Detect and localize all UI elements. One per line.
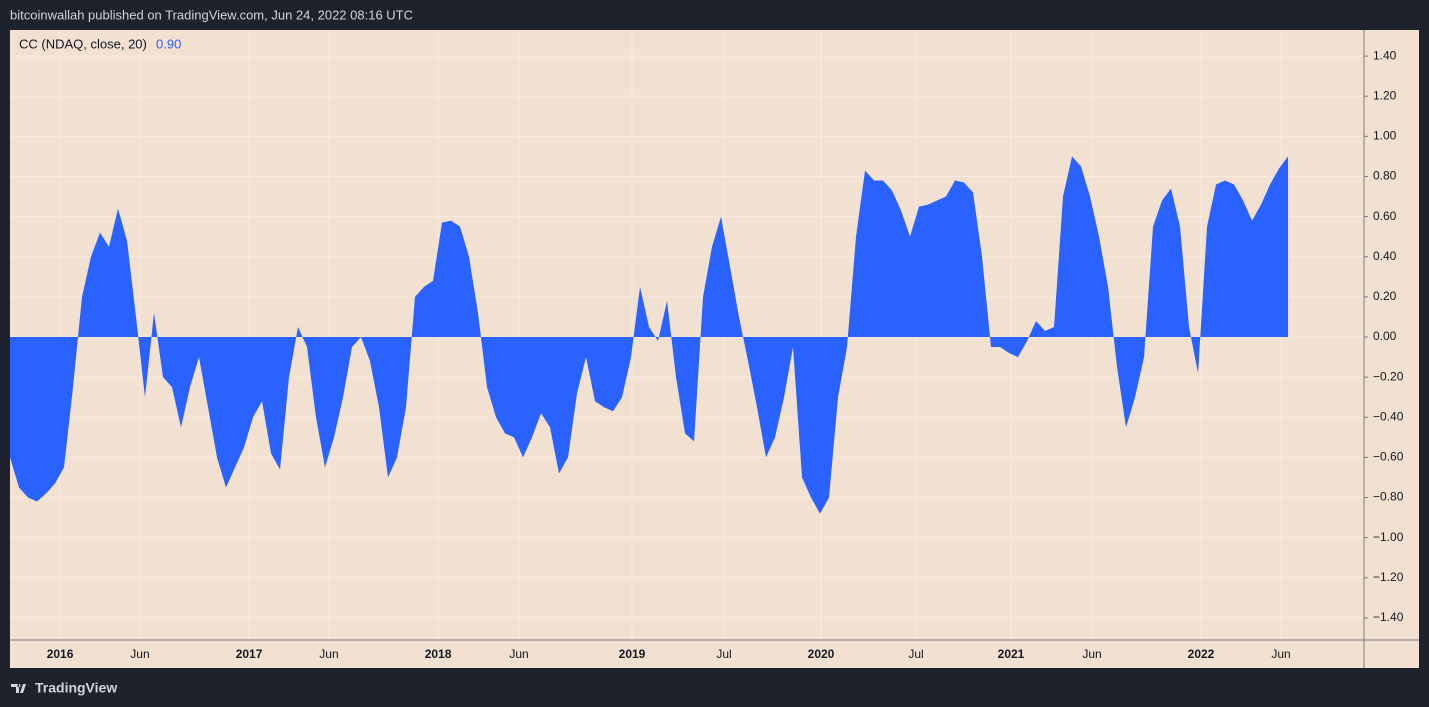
y-tick-label: 0.20 [1373, 289, 1397, 303]
y-tick-label: −1.00 [1373, 530, 1404, 544]
header: bitcoinwallah published on TradingView.c… [10, 7, 413, 22]
footer-brand: TradingView [35, 680, 117, 696]
logo [11, 684, 26, 693]
x-tick-label: 2019 [619, 647, 646, 661]
area [10, 156, 1289, 514]
indicator-value: 0.90 [156, 36, 181, 51]
y-tick-label: 1.40 [1373, 48, 1397, 62]
y-tick-label: −0.80 [1373, 490, 1404, 504]
y-tick-label: 0.60 [1373, 209, 1397, 223]
y-tick-label: −1.20 [1373, 570, 1404, 584]
x-tick-label: 2022 [1188, 647, 1215, 661]
y-tick-label: 1.00 [1373, 129, 1397, 143]
y-tick-label: −0.40 [1373, 409, 1404, 423]
x-tick-label: 2020 [808, 647, 835, 661]
y-tick-label: −1.40 [1373, 610, 1404, 624]
y-tick-label: 0.00 [1373, 329, 1397, 343]
x-tick-label: 2018 [425, 647, 452, 661]
x-tick-label: Jun [130, 647, 149, 661]
y-tick-label: −0.20 [1373, 369, 1404, 383]
x-tick-label: 2016 [47, 647, 74, 661]
x-tick-label: Jun [509, 647, 528, 661]
x-tick-label: 2017 [236, 647, 263, 661]
x-tick-label: Jul [716, 647, 731, 661]
x-tick-label: 2021 [998, 647, 1025, 661]
y-tick-label: −0.60 [1373, 450, 1404, 464]
x-tick-label: Jun [1082, 647, 1101, 661]
y-tick-label: 0.80 [1373, 169, 1397, 183]
indicator-name: CC (NDAQ, close, 20) [19, 36, 147, 51]
x-tick-label: Jun [319, 647, 338, 661]
x-tick-label: Jun [1271, 647, 1290, 661]
x-tick-label: Jul [908, 647, 923, 661]
y-tick-label: 1.20 [1373, 88, 1397, 102]
y-tick-label: 0.40 [1373, 249, 1397, 263]
